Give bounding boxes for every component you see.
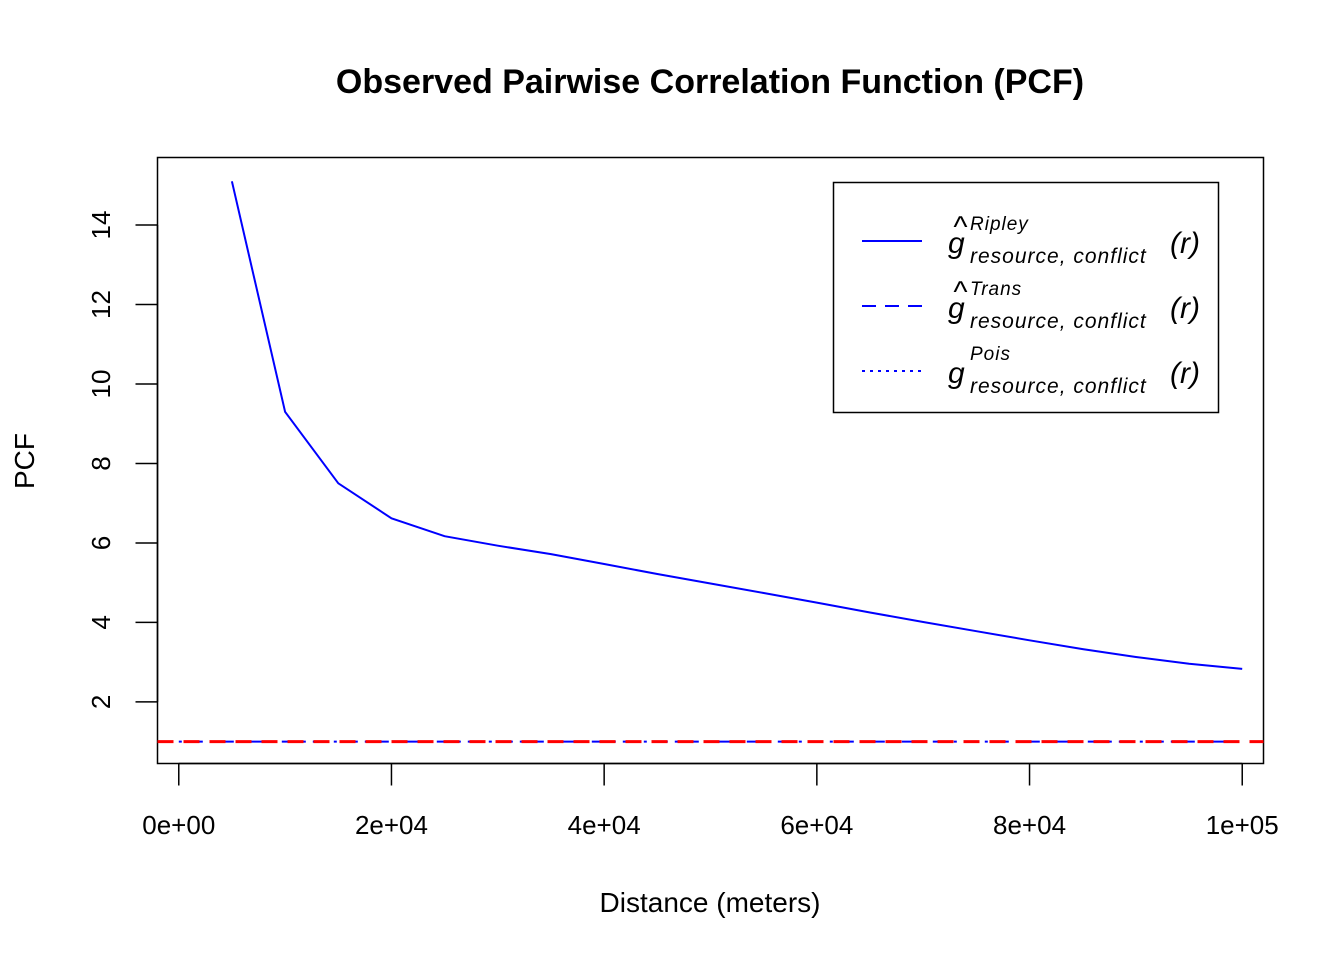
legend-subscript: resource, conflict — [970, 310, 1147, 333]
legend-argument: (r) — [1170, 227, 1200, 260]
legend-symbol: g — [948, 227, 965, 260]
legend-box — [832, 181, 1220, 414]
x-tick-label: 0e+00 — [142, 810, 215, 840]
x-tick-label: 4e+04 — [568, 810, 641, 840]
legend-argument: (r) — [1170, 357, 1200, 390]
legend-subscript: resource, conflict — [970, 375, 1147, 398]
series-layer — [157, 181, 1264, 744]
legend-symbol: g — [948, 292, 965, 325]
x-tick-label: 8e+04 — [993, 810, 1066, 840]
legend-superscript: Trans — [970, 279, 1022, 300]
y-tick-label: 12 — [86, 290, 116, 319]
y-axis-label: PCF — [9, 433, 40, 489]
x-tick-label: 2e+04 — [355, 810, 428, 840]
y-tick-label: 2 — [86, 695, 116, 709]
x-tick-label: 6e+04 — [780, 810, 853, 840]
legend-symbol: g — [948, 357, 965, 390]
y-tick-label: 10 — [86, 370, 116, 399]
y-axis: 2 4 6 8 10 12 14 — [86, 211, 159, 709]
y-tick-label: 6 — [86, 536, 116, 550]
y-tick-label: 4 — [86, 615, 116, 629]
y-tick-label: 8 — [86, 456, 116, 470]
y-tick-label: 14 — [86, 211, 116, 240]
x-tick-label: 1e+05 — [1206, 810, 1279, 840]
legend-subscript: resource, conflict — [970, 245, 1147, 268]
legend-superscript: Pois — [970, 344, 1011, 365]
x-axis-label: Distance (meters) — [600, 887, 821, 918]
chart-title: Observed Pairwise Correlation Function (… — [336, 63, 1084, 101]
legend-argument: (r) — [1170, 292, 1200, 325]
legend-hat: ^ — [953, 211, 968, 244]
legend-hat: ^ — [953, 276, 968, 309]
legend-superscript: Ripley — [970, 214, 1029, 235]
x-axis: 0e+00 2e+04 4e+04 6e+04 8e+04 1e+05 — [142, 762, 1279, 840]
series-line-1 — [230, 181, 1243, 670]
